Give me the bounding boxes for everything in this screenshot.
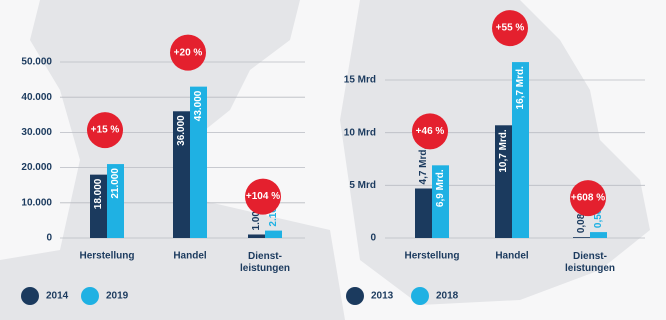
bar <box>495 125 512 238</box>
bar <box>590 232 607 238</box>
badge-label: +104 % <box>246 191 280 202</box>
value-label: 6,9 Mrd. <box>435 169 446 207</box>
legend-swatch <box>81 287 99 305</box>
y-tick-label: 40.000 <box>21 92 52 103</box>
legend-swatch <box>21 287 39 305</box>
y-tick-label: 10 Mrd <box>344 127 376 138</box>
x-tick-label: Herstellung <box>404 251 459 262</box>
bar <box>573 237 590 238</box>
legend-label: 2019 <box>106 291 129 302</box>
x-tick-label: Handel <box>495 251 529 262</box>
bar <box>432 165 449 238</box>
bar <box>265 230 282 238</box>
value-label: 2.100 <box>268 201 279 226</box>
y-tick-label: 0 <box>370 233 376 244</box>
value-label: 1.000 <box>251 205 262 230</box>
y-tick-label: 30.000 <box>21 127 52 138</box>
badge-label: +15 % <box>91 125 120 136</box>
value-label: 4,7 Mrd. <box>418 146 429 184</box>
badge <box>570 180 606 217</box>
value-label: 43.000 <box>193 90 204 121</box>
bar <box>248 234 265 238</box>
badge <box>170 34 206 71</box>
legend-label: 2018 <box>436 291 459 302</box>
legend-label: 2014 <box>46 291 69 302</box>
badge <box>492 10 528 47</box>
map-shape <box>0 0 345 320</box>
y-tick-label: 50.000 <box>21 57 52 68</box>
value-label: 36.000 <box>176 115 187 146</box>
x-tick-label: Handel <box>173 251 207 262</box>
x-tick-label: Dienst-leistungen <box>240 251 290 274</box>
bar <box>107 164 124 238</box>
y-tick-label: 0 <box>46 233 52 244</box>
bar <box>173 111 190 238</box>
badge-label: +20 % <box>174 47 203 58</box>
badge-label: +46 % <box>416 126 445 137</box>
bar <box>190 86 207 238</box>
y-tick-label: 20.000 <box>21 162 52 173</box>
badge-label: +608 % <box>571 193 605 204</box>
y-tick-label: 10.000 <box>21 197 52 208</box>
bar <box>512 62 529 238</box>
value-label: 16,7 Mrd. <box>515 66 526 110</box>
x-tick-label: Dienst-leistungen <box>565 251 615 274</box>
value-label: 10,7 Mrd. <box>498 129 509 173</box>
legend-swatch <box>346 287 364 305</box>
x-tick-label: Herstellung <box>79 251 134 262</box>
value-label: 21.000 <box>110 168 121 199</box>
y-tick-label: 15 Mrd <box>344 75 376 86</box>
badge <box>87 112 123 149</box>
badge-label: +55 % <box>496 23 525 34</box>
badge <box>412 113 448 150</box>
bar <box>90 174 107 238</box>
y-tick-label: 5 Mrd <box>349 180 376 191</box>
value-label: 18.000 <box>93 178 104 209</box>
bar <box>415 188 432 238</box>
legend-swatch <box>411 287 429 305</box>
badge <box>245 178 281 215</box>
legend-label: 2013 <box>371 291 394 302</box>
